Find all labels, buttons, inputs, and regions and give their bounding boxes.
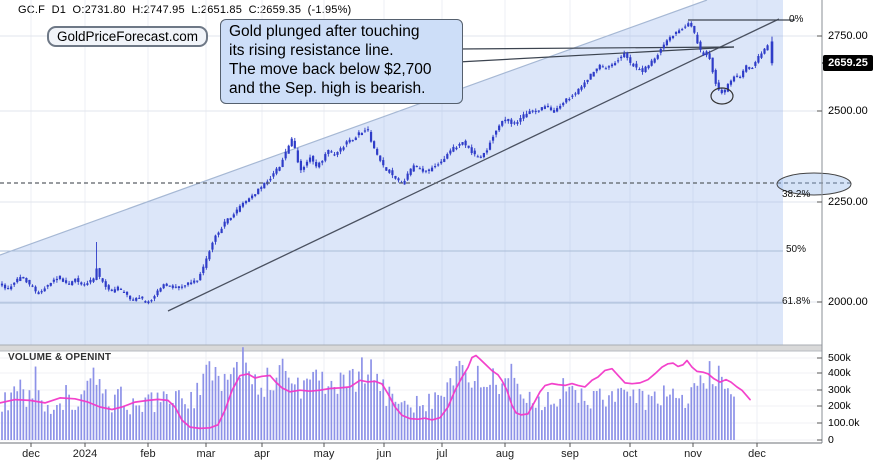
fib-level-label: 38.2%	[782, 189, 811, 200]
fib-level-label: 50%	[786, 244, 807, 255]
x-axis-label: jul	[436, 448, 448, 460]
volume-bars-layer	[1, 347, 735, 440]
annotation-shapes	[0, 19, 852, 196]
x-axis-label: may	[313, 448, 335, 460]
x-axis-label: apr	[254, 448, 270, 460]
volume-axis-label: 300k	[828, 384, 851, 396]
x-axis-label: mar	[196, 448, 216, 460]
volume-axis-label: 200k	[828, 400, 851, 412]
x-axis-label: aug	[495, 448, 515, 460]
volume-axis-label: 400k	[828, 367, 851, 379]
fib-level-label: 61.8%	[782, 296, 811, 307]
fib-lines	[0, 250, 783, 304]
x-axis-label: dec	[22, 448, 40, 460]
x-axis-label: dec	[748, 448, 766, 460]
volume-axis-label: 0	[828, 434, 834, 446]
last-price-badge: 2659.25	[823, 55, 873, 71]
price-axis-label: 2000.00	[828, 296, 868, 308]
quote-header: GC.F D1 O:2731.80 H:2747.95 L:2651.85 C:…	[18, 4, 352, 16]
trendline-layer	[167, 18, 780, 312]
fib-level-label: 0%	[789, 14, 804, 25]
x-axis-label: nov	[684, 448, 702, 460]
x-axis-label: jun	[376, 448, 392, 460]
price-axis-label: 2500.00	[828, 105, 868, 117]
volume-axis-label: 100.0k	[828, 417, 860, 429]
panel-divider	[0, 344, 822, 352]
price-axis-label: 2250.00	[828, 196, 868, 208]
candles-layer	[0, 21, 774, 305]
watermark-box[interactable]: GoldPriceForecast.com	[47, 26, 209, 47]
annotation-note[interactable]: Gold plunged after touching its rising r…	[220, 19, 463, 104]
x-axis-label: sep	[561, 448, 579, 460]
x-axis-label: oct	[622, 448, 638, 460]
x-axis-label: feb	[140, 448, 156, 460]
x-axis-label: 2024	[72, 448, 98, 460]
open-interest-line	[0, 354, 751, 430]
volume-panel-title: VOLUME & OPENINT	[8, 352, 112, 363]
volume-axis-label: 500k	[828, 352, 851, 364]
price-axis-label: 2750.00	[828, 30, 868, 42]
axes-layer	[0, 0, 825, 447]
